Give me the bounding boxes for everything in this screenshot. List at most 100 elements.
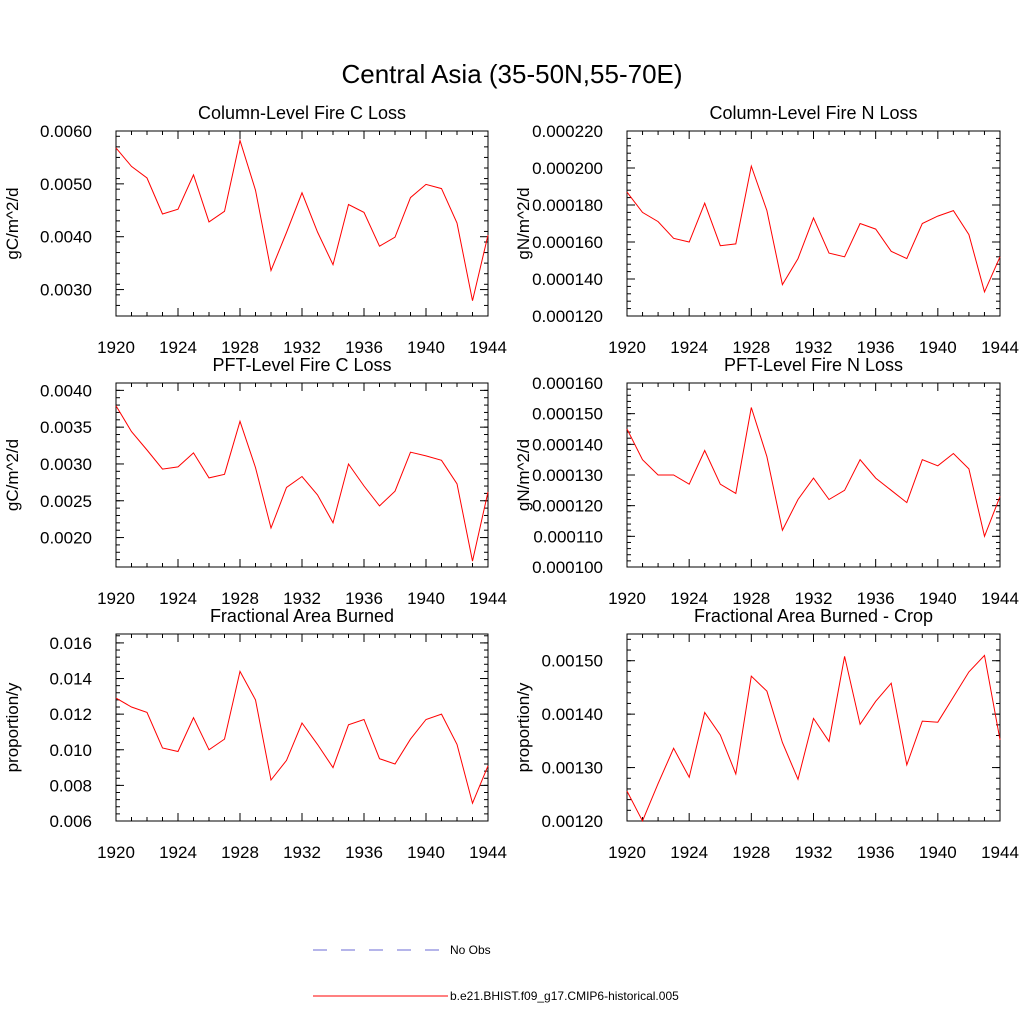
chart-panel-3: PFT-Level Fire C Loss 1920 1924 1928 1932 193… (3, 355, 507, 608)
panel-title: PFT-Level Fire N Loss (724, 355, 903, 375)
x-tick-label: 1928 (221, 843, 259, 862)
x-tick-label: 1932 (795, 843, 833, 862)
chart-panel-6: Fractional Area Burned - Crop 1920 1924 192… (514, 606, 1019, 862)
legend: No Obs b.e21.BHIST.f09_g17.CMIP6-histori… (313, 943, 679, 1003)
y-axis-label: proportion/y (3, 682, 22, 772)
x-tick-label: 1944 (469, 589, 507, 608)
figure-title: Central Asia (35-50N,55-70E) (341, 59, 682, 89)
x-tick-label: 1936 (345, 589, 383, 608)
x-tick-label: 1920 (97, 338, 135, 357)
x-tick-label: 1928 (221, 338, 259, 357)
legend-label-no-obs: No Obs (450, 943, 491, 957)
x-tick-label: 1944 (469, 843, 507, 862)
x-tick-label: 1940 (919, 589, 957, 608)
x-tick-label: 1928 (221, 589, 259, 608)
panel-title: Column-Level Fire C Loss (198, 103, 406, 123)
x-tick-label: 1932 (283, 843, 321, 862)
y-tick-label: 0.000110 (533, 527, 603, 546)
y-tick-label: 0.0020 (40, 529, 92, 548)
x-tick-label: 1940 (407, 589, 445, 608)
y-axis-label: gC/m^2/d (3, 187, 22, 259)
x-tick-label: 1940 (407, 843, 445, 862)
y-tick-label: 0.000140 (532, 435, 603, 454)
y-tick-label: 0.012 (49, 705, 92, 724)
x-tick-label: 1920 (608, 589, 646, 608)
x-tick-label: 1936 (857, 589, 895, 608)
x-tick-label: 1944 (469, 338, 507, 357)
y-tick-label: 0.000100 (532, 558, 603, 577)
y-axis-label: proportion/y (514, 682, 533, 772)
panel-title: Column-Level Fire N Loss (709, 103, 917, 123)
series-line (626, 654, 1001, 823)
x-tick-label: 1940 (919, 338, 957, 357)
y-tick-label: 0.00120 (542, 812, 603, 831)
x-tick-label: 1924 (159, 843, 197, 862)
chart-panels: Column-Level Fire C Loss 1920 1924 1928 1932… (3, 103, 1019, 862)
x-tick-label: 1924 (670, 589, 708, 608)
y-tick-label: 0.000150 (532, 405, 603, 424)
y-tick-label: 0.0035 (40, 418, 92, 437)
y-axis-label: gC/m^2/d (3, 439, 22, 511)
x-tick-label: 1932 (795, 338, 833, 357)
x-tick-label: 1940 (407, 338, 445, 357)
y-tick-label: 0.016 (49, 634, 92, 653)
y-axis-label: gN/m^2/d (514, 187, 533, 259)
y-tick-label: 0.000120 (532, 497, 603, 516)
x-tick-label: 1924 (159, 589, 197, 608)
y-tick-label: 0.00130 (542, 759, 603, 778)
x-tick-label: 1944 (981, 843, 1019, 862)
y-tick-label: 0.014 (49, 670, 92, 689)
x-tick-label: 1928 (732, 589, 770, 608)
y-tick-label: 0.0025 (40, 492, 92, 511)
chart-panel-2: Column-Level Fire N Loss 1920 1924 1928 1932… (514, 103, 1019, 357)
panel-title: Fractional Area Burned - Crop (694, 606, 933, 626)
series-line (626, 407, 1001, 538)
chart-panel-5: Fractional Area Burned 1920 1924 1928 1932 19… (3, 606, 507, 862)
x-tick-label: 1932 (283, 589, 321, 608)
x-tick-label: 1920 (608, 338, 646, 357)
y-tick-label: 0.000220 (532, 122, 603, 141)
x-tick-label: 1932 (283, 338, 321, 357)
y-tick-label: 0.000120 (532, 307, 603, 326)
x-tick-label: 1924 (670, 843, 708, 862)
y-tick-label: 0.000130 (532, 466, 603, 485)
y-tick-label: 0.000200 (532, 159, 603, 178)
x-tick-label: 1944 (981, 338, 1019, 357)
y-tick-label: 0.0030 (40, 281, 92, 300)
y-tick-label: 0.000180 (532, 196, 603, 215)
y-tick-label: 0.00150 (542, 652, 603, 671)
y-tick-label: 0.0030 (40, 455, 92, 474)
x-tick-label: 1920 (97, 589, 135, 608)
y-tick-label: 0.008 (49, 776, 92, 795)
legend-label-model: b.e21.BHIST.f09_g17.CMIP6-historical.005 (450, 989, 679, 1003)
y-tick-label: 0.000160 (532, 374, 603, 393)
x-tick-label: 1928 (732, 338, 770, 357)
series-line (626, 164, 1001, 294)
chart-panel-1: Column-Level Fire C Loss 1920 1924 1928 1932… (3, 103, 507, 357)
x-tick-label: 1920 (97, 843, 135, 862)
series-line (115, 405, 489, 562)
y-tick-label: 0.0060 (40, 122, 92, 141)
x-tick-label: 1924 (670, 338, 708, 357)
x-tick-label: 1936 (857, 843, 895, 862)
series-line (115, 138, 489, 301)
y-tick-label: 0.0040 (40, 228, 92, 247)
y-tick-label: 0.00140 (542, 705, 603, 724)
chart-panel-4: PFT-Level Fire N Loss 1920 1924 1928 1932 193… (514, 355, 1019, 608)
panel-title: Fractional Area Burned (210, 606, 394, 626)
x-tick-label: 1944 (981, 589, 1019, 608)
y-tick-label: 0.000140 (532, 270, 603, 289)
x-tick-label: 1928 (732, 843, 770, 862)
y-tick-label: 0.0050 (40, 175, 92, 194)
series-line (115, 669, 489, 805)
x-tick-label: 1936 (345, 843, 383, 862)
x-tick-label: 1936 (345, 338, 383, 357)
x-tick-label: 1924 (159, 338, 197, 357)
x-tick-label: 1932 (795, 589, 833, 608)
y-tick-label: 0.0040 (40, 381, 92, 400)
y-tick-label: 0.010 (49, 741, 92, 760)
y-tick-label: 0.006 (49, 812, 92, 831)
x-tick-label: 1936 (857, 338, 895, 357)
